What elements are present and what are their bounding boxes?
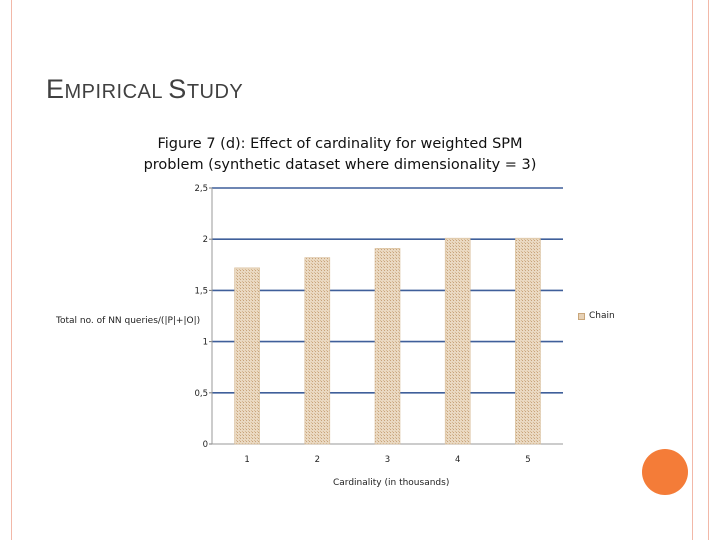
chart-title-line2: problem (synthetic dataset where dimensi… [143,157,537,173]
legend-label: Chain [589,311,615,321]
x-tick-label: 3 [385,455,390,465]
chart-title-line1: Figure 7 (d): Effect of cardinality for … [157,136,523,152]
x-tick-label: 4 [455,455,460,465]
x-tick-label: 5 [525,455,530,465]
y-tick-label: 1 [203,338,208,348]
chart-title: Figure 7 (d): Effect of cardinality for … [110,134,570,176]
bar [515,237,541,445]
slide-title: EMPIRICAL STUDY [46,74,244,104]
bar [304,257,331,445]
legend-swatch [578,312,585,320]
bar [444,237,471,445]
y-tick-label: 2 [203,235,208,245]
decorative-circle [642,449,688,495]
y-axis-label: Total no. of NN queries/(|P|+|O|) [56,316,201,326]
x-axis-label: Cardinality (in thousands) [333,478,450,488]
y-tick-label: 2,5 [194,184,208,194]
bar [374,248,401,445]
slide-border-left [11,0,12,540]
slide-border-right-2 [708,0,709,540]
x-tick-label: 1 [244,455,249,465]
slide-border-right-1 [692,0,693,540]
y-tick-label: 1,5 [194,286,208,296]
bar [234,267,260,445]
y-tick-label: 0 [203,440,208,450]
x-tick-label: 2 [315,455,320,465]
legend: Chain [578,311,615,321]
y-tick-label: 0,5 [194,389,208,399]
